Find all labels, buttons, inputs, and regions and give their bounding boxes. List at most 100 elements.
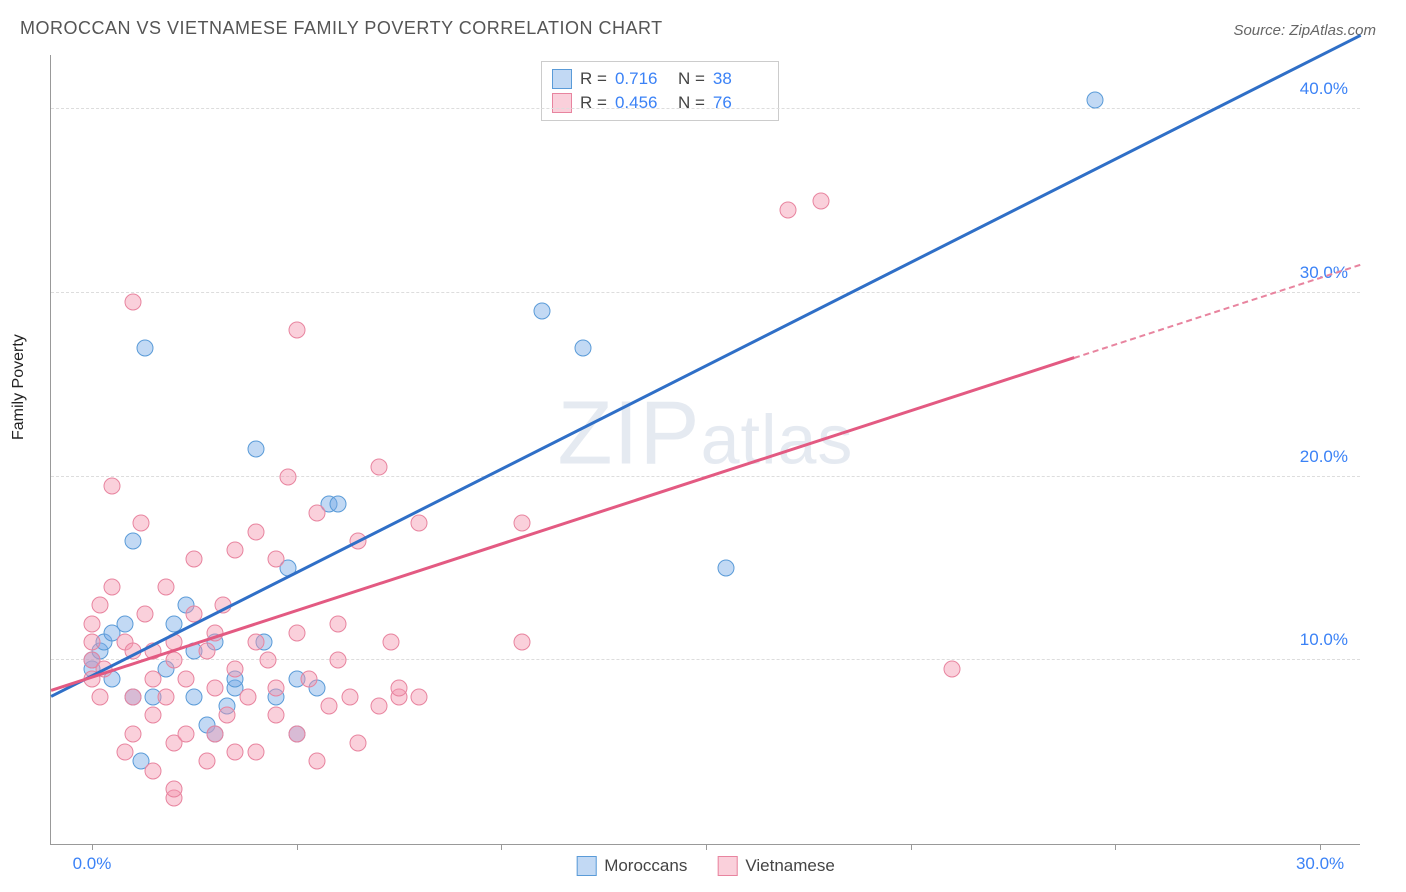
data-point: [943, 661, 960, 678]
data-point: [186, 689, 203, 706]
y-tick-label: 10.0%: [1300, 630, 1348, 650]
stats-legend-box: R = 0.716 N = 38 R = 0.456 N = 76: [541, 61, 779, 121]
x-tick: [911, 844, 912, 850]
legend-label: Moroccans: [604, 856, 687, 876]
gridline: [51, 292, 1360, 293]
data-point: [116, 744, 133, 761]
r-label: R =: [580, 93, 607, 113]
n-value: 76: [713, 93, 768, 113]
data-point: [227, 542, 244, 559]
data-point: [186, 551, 203, 568]
x-tick: [1115, 844, 1116, 850]
data-point: [104, 578, 121, 595]
legend-label: Vietnamese: [745, 856, 834, 876]
stats-row: R = 0.716 N = 38: [552, 67, 768, 91]
data-point: [718, 560, 735, 577]
n-label: N =: [678, 69, 705, 89]
data-point: [779, 202, 796, 219]
y-axis-label: Family Poverty: [10, 334, 28, 440]
data-point: [92, 689, 109, 706]
data-point: [247, 441, 264, 458]
series-swatch: [576, 856, 596, 876]
r-value: 0.716: [615, 69, 670, 89]
plot-area: ZIPatlas R =0.716N =38R =0.456N =76 Moro…: [50, 55, 1360, 845]
regression-line-extrapolation: [1074, 263, 1361, 358]
data-point: [227, 744, 244, 761]
x-tick: [297, 844, 298, 850]
data-point: [288, 725, 305, 742]
x-tick: [501, 844, 502, 850]
x-tick: [1320, 844, 1321, 850]
data-point: [370, 698, 387, 715]
data-point: [575, 339, 592, 356]
data-point: [268, 551, 285, 568]
data-point: [124, 689, 141, 706]
data-point: [513, 514, 530, 531]
data-point: [104, 477, 121, 494]
data-point: [178, 725, 195, 742]
data-point: [321, 698, 338, 715]
data-point: [247, 744, 264, 761]
data-point: [329, 652, 346, 669]
data-point: [145, 707, 162, 724]
data-point: [329, 615, 346, 632]
data-point: [309, 753, 326, 770]
data-point: [534, 303, 551, 320]
data-point: [227, 661, 244, 678]
chart-title: MOROCCAN VS VIETNAMESE FAMILY POVERTY CO…: [20, 18, 663, 39]
data-point: [133, 514, 150, 531]
data-point: [137, 606, 154, 623]
data-point: [198, 753, 215, 770]
n-label: N =: [678, 93, 705, 113]
data-point: [382, 633, 399, 650]
data-point: [247, 523, 264, 540]
data-point: [137, 339, 154, 356]
regression-line: [50, 33, 1361, 697]
data-point: [812, 192, 829, 209]
regression-line: [51, 356, 1075, 691]
data-point: [411, 514, 428, 531]
r-value: 0.456: [615, 93, 670, 113]
data-point: [92, 597, 109, 614]
data-point: [206, 725, 223, 742]
data-point: [280, 468, 297, 485]
data-point: [288, 624, 305, 641]
data-point: [219, 707, 236, 724]
data-point: [350, 734, 367, 751]
bottom-legend: Moroccans Vietnamese: [576, 856, 835, 876]
data-point: [206, 679, 223, 696]
n-value: 38: [713, 69, 768, 89]
data-point: [370, 459, 387, 476]
watermark: ZIPatlas: [558, 382, 854, 485]
data-point: [247, 633, 264, 650]
data-point: [83, 633, 100, 650]
data-point: [157, 689, 174, 706]
data-point: [268, 679, 285, 696]
series-swatch: [552, 69, 572, 89]
data-point: [124, 532, 141, 549]
data-point: [300, 670, 317, 687]
data-point: [288, 321, 305, 338]
data-point: [124, 725, 141, 742]
data-point: [1086, 91, 1103, 108]
data-point: [165, 780, 182, 797]
stats-row: R = 0.456 N = 76: [552, 91, 768, 115]
series-swatch: [552, 93, 572, 113]
data-point: [165, 652, 182, 669]
data-point: [259, 652, 276, 669]
r-label: R =: [580, 69, 607, 89]
y-tick-label: 40.0%: [1300, 79, 1348, 99]
x-tick-label: 30.0%: [1296, 854, 1344, 874]
data-point: [390, 679, 407, 696]
data-point: [83, 615, 100, 632]
data-point: [309, 505, 326, 522]
data-point: [178, 670, 195, 687]
series-swatch: [717, 856, 737, 876]
legend-item: Vietnamese: [717, 856, 834, 876]
x-tick-label: 0.0%: [73, 854, 112, 874]
gridline: [51, 659, 1360, 660]
data-point: [198, 643, 215, 660]
data-point: [341, 689, 358, 706]
x-tick: [92, 844, 93, 850]
data-point: [411, 689, 428, 706]
